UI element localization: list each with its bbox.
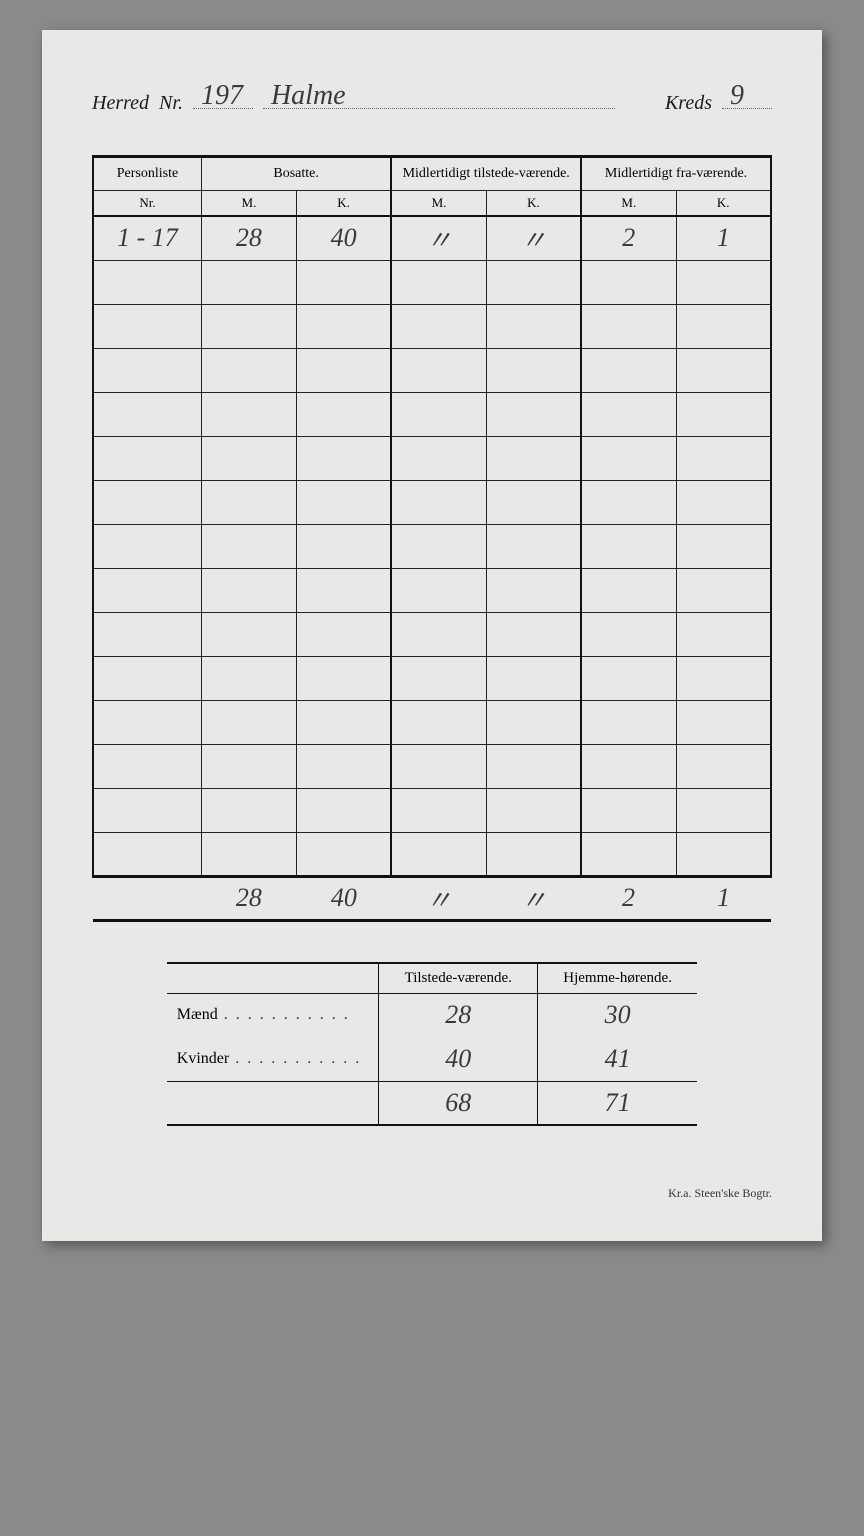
- herred-label: Herred: [92, 92, 149, 115]
- nr-label: Nr.: [159, 92, 183, 115]
- empty-row: [93, 832, 771, 876]
- empty-row: [93, 612, 771, 656]
- th-sum-hjemme: Hjemme-hørende.: [538, 963, 698, 994]
- th-nr: Nr.: [93, 191, 201, 217]
- summary-row-maend: Mænd 28 30: [167, 993, 697, 1037]
- kreds-nr-field: 9: [722, 90, 772, 109]
- herred-nr-field: 197: [193, 90, 253, 109]
- empty-row: [93, 348, 771, 392]
- main-table-body: 1 - 17 28 40 〃 〃 2 1: [93, 216, 771, 876]
- th-til-k: K.: [486, 191, 581, 217]
- empty-row: [93, 260, 771, 304]
- th-fra-m: M.: [581, 191, 676, 217]
- empty-row: [93, 436, 771, 480]
- th-bos-m: M.: [201, 191, 296, 217]
- th-til-m: M.: [391, 191, 486, 217]
- th-bos-k: K.: [296, 191, 391, 217]
- herred-name-field: Halme: [263, 90, 615, 109]
- empty-row: [93, 700, 771, 744]
- empty-row: [93, 304, 771, 348]
- empty-row: [93, 788, 771, 832]
- empty-row: [93, 524, 771, 568]
- th-bosatte: Bosatte.: [201, 157, 391, 191]
- empty-row: [93, 568, 771, 612]
- main-table: Personliste Bosatte. Midlertidigt tilste…: [92, 155, 772, 922]
- empty-row: [93, 480, 771, 524]
- th-personliste: Personliste: [93, 157, 201, 191]
- th-fra: Midlertidigt fra-værende.: [581, 157, 771, 191]
- empty-row: [93, 744, 771, 788]
- empty-row: [93, 392, 771, 436]
- data-row: 1 - 17 28 40 〃 〃 2 1: [93, 216, 771, 260]
- th-tilstede: Midlertidigt tilstede-værende.: [391, 157, 581, 191]
- document-page: Herred Nr. 197 Halme Kreds 9 Personliste…: [42, 30, 822, 1241]
- header-row: Herred Nr. 197 Halme Kreds 9: [92, 90, 772, 115]
- summary-table: Tilstede-værende. Hjemme-hørende. Mænd 2…: [167, 962, 697, 1127]
- summary-row-kvinder: Kvinder 40 41: [167, 1037, 697, 1081]
- th-fra-k: K.: [676, 191, 771, 217]
- empty-row: [93, 656, 771, 700]
- kreds-label: Kreds: [665, 92, 712, 115]
- summary-row-total: 68 71: [167, 1081, 697, 1125]
- th-sum-tilstede: Tilstede-værende.: [379, 963, 538, 994]
- printer-footer: Kr.a. Steen'ske Bogtr.: [92, 1186, 772, 1201]
- totals-row: 28 40 〃 〃 2 1: [93, 876, 771, 920]
